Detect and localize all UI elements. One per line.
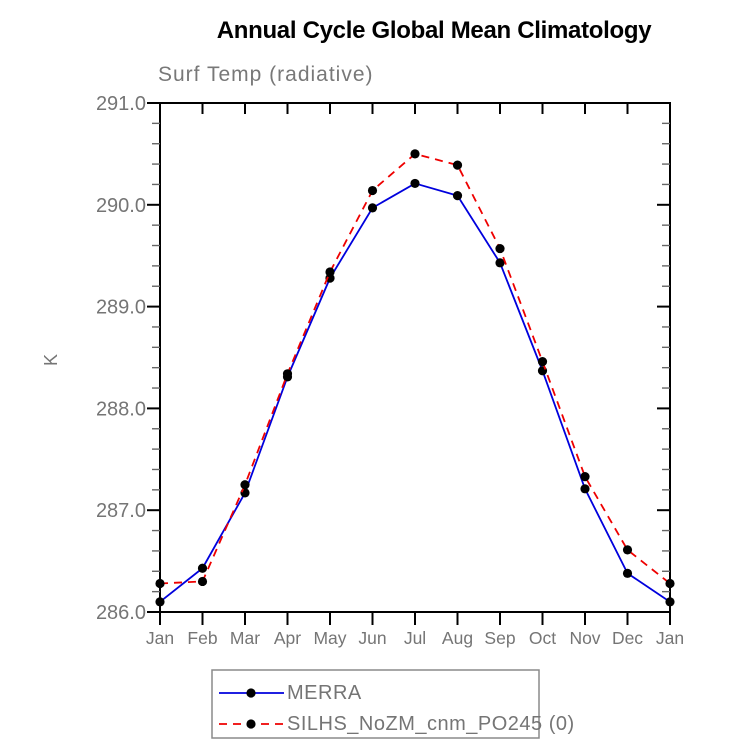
data-point-marker (495, 258, 505, 268)
x-tick-label: Apr (274, 628, 301, 648)
x-tick-label: Aug (442, 628, 473, 648)
y-tick-label: 290.0 (96, 195, 146, 217)
y-tick-labels: 286.0 287.0 288.0 289.0 290.0 291.0 (96, 93, 146, 624)
data-point-marker (452, 191, 463, 201)
data-point-marker (410, 149, 420, 159)
x-tick-label: Jun (358, 628, 386, 648)
series-layer (155, 149, 675, 607)
x-tick-label: Dec (612, 628, 643, 648)
legend-label-merra: MERRA (287, 682, 362, 704)
chart-title: Annual Cycle Global Mean Climatology (217, 17, 653, 44)
data-point-marker (452, 160, 463, 170)
x-tick-label: Sep (484, 628, 515, 648)
legend-box (211, 669, 540, 739)
data-point-marker (495, 243, 505, 254)
data-point-marker (155, 578, 165, 589)
chart-subtitle: Surf Temp (radiative) (158, 63, 374, 86)
x-tick-label: Feb (187, 628, 217, 648)
legend-label-silhs: SILHS_NoZM_cnm_PO245 (0) (287, 713, 575, 735)
x-tick-label: Nov (569, 628, 600, 648)
data-point-marker (367, 185, 378, 196)
data-point-marker (240, 480, 250, 490)
legend: MERRA SILHS_NoZM_cnm_PO245 (0) (211, 669, 575, 739)
data-point-marker (367, 203, 378, 213)
axes-frame (147, 102, 671, 625)
y-tick-label: 286.0 (96, 602, 146, 624)
data-point-marker (325, 267, 335, 277)
x-tick-label: Oct (529, 628, 556, 648)
legend-sample-marker (246, 688, 256, 698)
legend-line-samples (219, 688, 284, 729)
data-point-marker (240, 488, 250, 498)
data-point-marker (197, 563, 208, 573)
y-tick-label: 287.0 (96, 500, 146, 522)
x-tick-label: May (313, 628, 346, 648)
legend-sample-marker (246, 719, 256, 729)
y-tick-label: 289.0 (96, 297, 146, 319)
data-point-marker (537, 356, 548, 367)
data-point-marker (665, 578, 675, 589)
y-axis-label: K (41, 354, 61, 366)
x-tick-label: Mar (230, 628, 260, 648)
data-point-marker (622, 568, 633, 578)
data-point-marker (197, 576, 208, 587)
data-point-marker (537, 366, 548, 376)
x-tick-label: Jul (404, 628, 426, 648)
series-line-0 (159, 182, 671, 603)
y-tick-label: 288.0 (96, 398, 146, 420)
series-line-1 (159, 152, 671, 585)
data-point-marker (155, 597, 165, 607)
data-point-marker (665, 597, 675, 607)
x-tick-labels: Jan Feb Mar Apr May Jun Jul Aug Sep Oct Nov Dec Jan (146, 628, 684, 648)
y-tick-label: 291.0 (96, 93, 146, 115)
data-point-marker (410, 178, 420, 189)
x-tick-label: Jan (146, 628, 174, 648)
x-tick-label: Jan (656, 628, 684, 648)
data-point-marker (282, 369, 293, 379)
data-point-marker (622, 545, 633, 555)
data-point-marker (580, 472, 590, 482)
data-point-marker (580, 484, 590, 494)
